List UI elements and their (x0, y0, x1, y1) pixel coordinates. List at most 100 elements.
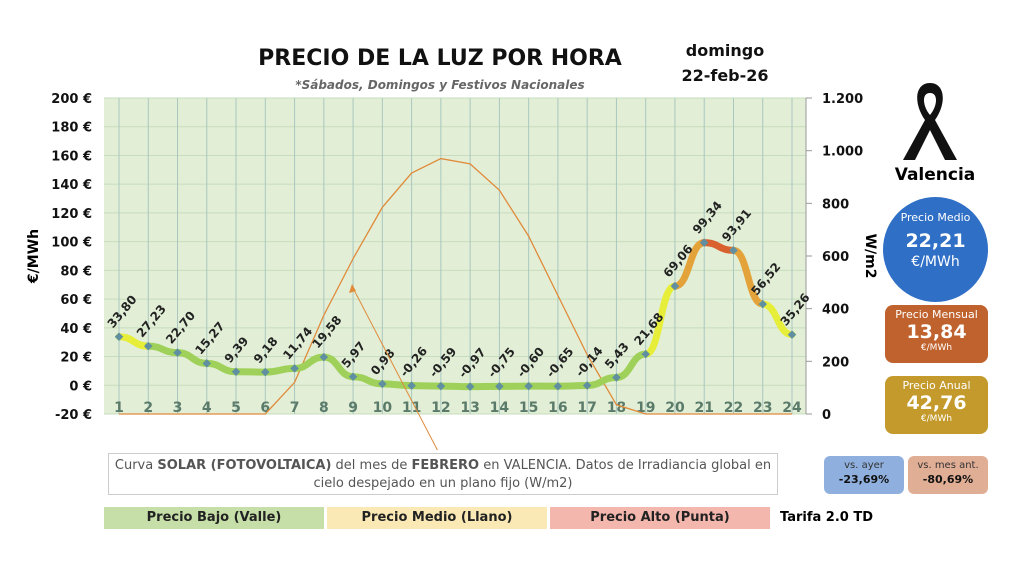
x-tick-label: 2 (143, 400, 153, 416)
vs-ayer-label: vs. ayer (844, 460, 884, 471)
price-point (641, 349, 650, 359)
legend-llano: Precio Medio (Llano) (327, 507, 547, 529)
city-name: Valencia (894, 165, 976, 185)
x-tick-label: 17 (577, 400, 596, 416)
y-tick-right: 400 (822, 303, 849, 318)
y-tick-left: 80 € (60, 264, 92, 279)
price-point (231, 367, 241, 377)
price-point (378, 379, 387, 389)
price-point (524, 381, 533, 391)
solar-line (119, 157, 792, 415)
price-point (553, 381, 563, 391)
x-tick-label: 21 (694, 400, 713, 416)
price-point (348, 372, 358, 381)
price-point (173, 348, 182, 357)
vs-mes-card: vs. mes ant. -80,69% (908, 456, 988, 494)
price-point (670, 281, 680, 291)
y-tick-left: 100 € (51, 236, 92, 251)
note-bold: SOLAR (FOTOVOLTAICA) (157, 458, 332, 473)
y-tick-left: 160 € (51, 149, 92, 164)
y-axis-label-right: W/m2 (862, 234, 878, 279)
price-line-segment (729, 246, 767, 308)
price-line-segment (554, 381, 591, 390)
note-text: en VALENCIA. Datos de Irradiancia global… (313, 458, 772, 491)
y-tick-left: 140 € (51, 178, 92, 193)
legend-valle: Precio Bajo (Valle) (104, 507, 324, 529)
x-tick-label: 1 (114, 400, 124, 416)
x-tick-label: 9 (348, 400, 358, 416)
y-tick-left: 180 € (51, 121, 92, 136)
x-tick-label: 20 (665, 400, 685, 416)
price-point (114, 332, 124, 341)
x-tick-label: 22 (724, 400, 743, 416)
x-tick-label: 7 (290, 400, 300, 416)
precio-medio-unit: €/MWh (911, 254, 960, 270)
chart-title: PRECIO DE LA LUZ POR HORA (258, 46, 622, 71)
date-display: domingo 22-feb-26 (670, 38, 780, 88)
price-line-segment (671, 239, 708, 290)
vs-mes-label: vs. mes ant. (917, 460, 979, 471)
y-tick-left: 40 € (60, 322, 92, 337)
precio-anual-label: Precio Anual (902, 379, 971, 392)
price-point (407, 381, 416, 390)
y-tick-right: 1.000 (822, 145, 863, 160)
precio-medio-card: Precio Medio 22,21 €/MWh (883, 197, 988, 302)
y-tick-right: 600 (822, 250, 849, 265)
x-tick-label: 4 (202, 400, 212, 416)
precio-anual-unit: €/MWh (920, 414, 953, 424)
x-tick-label: 11 (402, 400, 421, 416)
price-point (144, 341, 153, 351)
y-tick-left: -20 € (55, 408, 92, 423)
price-line-segment (642, 282, 679, 358)
x-tick-label: 8 (319, 400, 329, 416)
x-tick-label: 14 (490, 400, 510, 416)
x-tick-label: 24 (782, 400, 802, 416)
price-line-segment (261, 364, 299, 376)
price-point (202, 359, 212, 368)
chart-subtitle: *Sábados, Domingos y Festivos Nacionales (295, 78, 585, 92)
y-tick-left: 200 € (51, 92, 92, 107)
x-tick-label: 12 (431, 400, 450, 416)
vs-ayer-card: vs. ayer -23,69% (824, 456, 904, 494)
y-tick-left: 20 € (60, 351, 92, 366)
price-point (319, 352, 329, 362)
precio-medio-label: Precio Medio (900, 211, 971, 224)
price-line-segment (437, 382, 474, 391)
legend-punta: Precio Alto (Punta) (550, 507, 770, 529)
date: 22-feb-26 (681, 66, 769, 85)
y-axis-label-left: €/MWh (26, 229, 42, 284)
vs-mes-value: -80,69% (922, 473, 974, 486)
price-line-segment (378, 380, 416, 390)
annotation-arrow (352, 287, 438, 450)
precio-anual-value: 42,76 (906, 392, 967, 414)
y-tick-right: 800 (822, 197, 849, 212)
price-point (290, 364, 299, 373)
x-tick-label: 10 (373, 400, 393, 416)
x-tick-label: 5 (231, 400, 241, 416)
price-chart: -20 € 0 € 20 € 40 € 60 € 80 € 100 € 120 € 140 € 1… (26, 92, 878, 450)
x-tick-label: 16 (548, 400, 567, 416)
y-tick-left: 60 € (60, 293, 92, 308)
weekday: domingo (685, 41, 765, 60)
precio-mensual-value: 13,84 (906, 321, 967, 343)
precio-mensual-card: Precio Mensual 13,84 €/MWh (885, 305, 988, 363)
precio-mensual-unit: €/MWh (920, 343, 953, 353)
tarifa-label: Tarifa 2.0 TD (780, 510, 873, 525)
x-tick-label: 3 (173, 400, 183, 416)
y-tick-right: 200 (822, 355, 849, 370)
price-point (465, 382, 475, 391)
note-text: del mes de (331, 458, 412, 473)
note-text: Curva (114, 458, 158, 473)
y-tick-right: 0 (822, 408, 831, 423)
x-tick-label: 23 (753, 400, 772, 416)
y-tick-left: 120 € (51, 207, 92, 222)
note-bold: FEBRERO (411, 458, 480, 473)
x-tick-label: 13 (460, 400, 479, 416)
price-point (758, 299, 767, 309)
x-tick-label: 15 (519, 400, 538, 416)
price-point (612, 373, 621, 382)
price-point (495, 382, 504, 391)
vs-ayer-value: -23,69% (838, 473, 890, 486)
solar-note: Curva SOLAR (FOTOVOLTAICA) del mes de FE… (108, 453, 778, 495)
y-tick-right: 1.200 (822, 92, 863, 107)
